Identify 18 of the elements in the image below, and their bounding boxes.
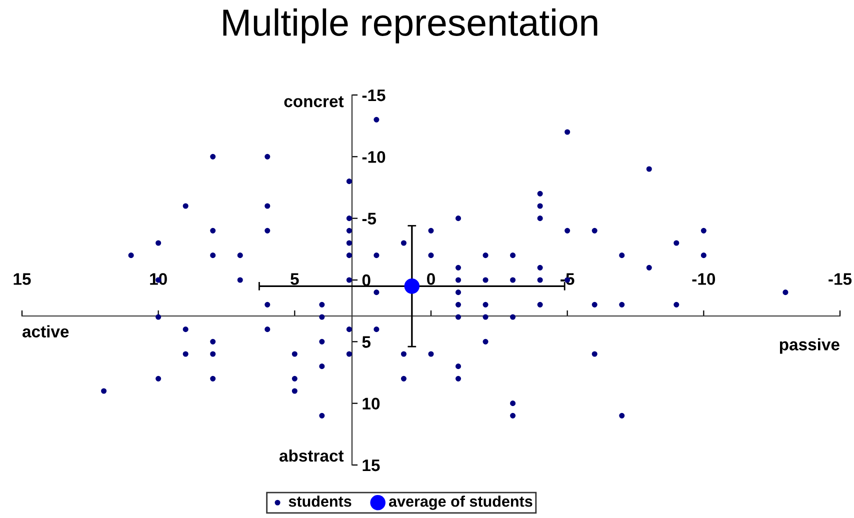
y-tick-label: -15	[362, 90, 386, 102]
annotation: active	[22, 325, 69, 338]
x-tick-label: 0	[427, 273, 435, 285]
annotation: abstract	[279, 449, 344, 462]
y-tick-label: -10	[362, 151, 386, 163]
y-tick-label: -5	[362, 212, 376, 225]
x-tick-label: -15	[828, 273, 852, 285]
legend-label: average of students	[388, 496, 532, 510]
y-tick-label: 15	[362, 460, 380, 472]
annotation: concret	[284, 96, 344, 108]
x-tick-label: -10	[692, 273, 716, 285]
x-tick-label: 5	[290, 273, 299, 285]
y-tick-label: 5	[362, 336, 371, 348]
legend-label: students	[288, 496, 352, 507]
annotation: passive	[780, 338, 840, 354]
chart-title: Multiple representation	[223, 8, 598, 44]
y-tick-label: 10	[362, 398, 380, 410]
x-tick-label: 15	[14, 273, 31, 285]
